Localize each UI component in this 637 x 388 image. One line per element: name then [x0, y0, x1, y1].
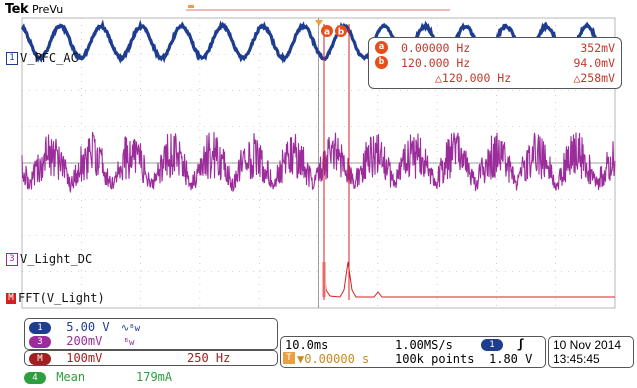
scope-header: Tek PreVu — [5, 2, 63, 17]
cursor-b-value: 94.0mV — [573, 56, 615, 70]
vertical-settings-panel[interactable]: 1 5.00 V ∿ᴮw 3 200mV ᴮw — [24, 318, 278, 350]
datetime-panel: 10 Nov 2014 13:45:45 — [548, 336, 634, 368]
channel-3-name: V_Light_DC — [20, 252, 92, 266]
math-span: 250 Hz — [187, 351, 230, 365]
math-channel-name: FFT(V_Light) — [18, 291, 105, 305]
channel-3-scale: 200mV — [66, 334, 102, 348]
cursor-a-icon: a — [375, 41, 388, 54]
timebase-value: 10.0ms — [285, 338, 328, 352]
cursor-delta-value: △258mV — [573, 71, 615, 85]
math-channel-marker: M — [6, 293, 16, 304]
sample-rate-value: 1.00MS/s — [395, 338, 453, 352]
channel-3-badge: 3 — [29, 336, 51, 348]
math-badge: M — [29, 353, 51, 365]
channel-1-settings[interactable]: 1 5.00 V ∿ᴮw — [29, 320, 140, 334]
measurement-badge: 4 — [24, 372, 46, 384]
trigger-position-value: ▼0.00000 s — [297, 352, 369, 366]
brand-logo: Tek — [5, 2, 28, 17]
channel-1-badge: 1 — [29, 322, 51, 334]
cursor-readout: a 0.00000 Hz 352mV b 120.000 Hz 94.0mV △… — [368, 37, 622, 89]
channel-3-settings[interactable]: 3 200mV ᴮw — [29, 334, 134, 348]
channel-1-label[interactable]: 1 V_PFC_AC — [6, 51, 78, 65]
cursor-b-icon: b — [375, 56, 388, 69]
measurement-row[interactable]: 4 Mean 179mA — [24, 370, 284, 384]
cursor-b-tag-label: b — [338, 28, 345, 38]
trigger-position-icon: T — [283, 352, 295, 364]
channel-1-name: V_PFC_AC — [20, 51, 78, 65]
cursor-b-row: b 120.000 Hz 94.0mV — [375, 56, 615, 71]
cursor-delta-freq: △120.000 Hz — [435, 71, 511, 85]
record-length-value: 100k points — [395, 352, 474, 366]
cursor-delta-row: △120.000 Hz △258mV — [375, 71, 615, 86]
trigger-level-value: 1.80 V — [489, 352, 532, 366]
cursor-a-freq: 0.00000 Hz — [401, 41, 470, 55]
channel-3-marker: 3 — [6, 253, 18, 266]
math-channel-label[interactable]: M FFT(V_Light) — [6, 291, 105, 305]
cursor-a-value: 352mV — [580, 41, 615, 55]
horizontal-settings-panel[interactable]: 10.0ms 1.00MS/s T ▼0.00000 s 100k points… — [280, 336, 546, 368]
trigger-position-marker — [315, 20, 323, 26]
measurement-name: Mean — [56, 370, 85, 384]
math-settings-row: M 100mV 250 Hz — [29, 351, 273, 365]
date-value: 10 Nov 2014 — [553, 338, 621, 352]
math-scale: 100mV — [66, 351, 102, 365]
cursor-a-tag-label: a — [324, 28, 330, 38]
measurement-value: 179mA — [136, 370, 172, 384]
time-value: 13:45:45 — [553, 352, 600, 366]
bandwidth-limit-icon: ᴮw — [129, 324, 140, 334]
channel-1-marker: 1 — [6, 52, 18, 65]
rising-edge-icon: ʃ — [517, 337, 524, 351]
acquisition-mode: PreVu — [32, 3, 63, 16]
channel-3-bandwidth-icon: ᴮw — [124, 338, 135, 348]
top-bar-marker — [188, 5, 194, 8]
trigger-source-badge: 1 — [481, 339, 503, 351]
math-settings-panel[interactable]: M 100mV 250 Hz — [24, 350, 278, 366]
channel-1-scale: 5.00 V — [66, 320, 109, 334]
fft-trace — [324, 262, 615, 297]
cursor-b-freq: 120.000 Hz — [401, 56, 470, 70]
cursor-a-row: a 0.00000 Hz 352mV — [375, 41, 615, 56]
ac-coupling-icon: ∿ — [121, 323, 129, 334]
channel-3-label[interactable]: 3 V_Light_DC — [6, 252, 92, 266]
